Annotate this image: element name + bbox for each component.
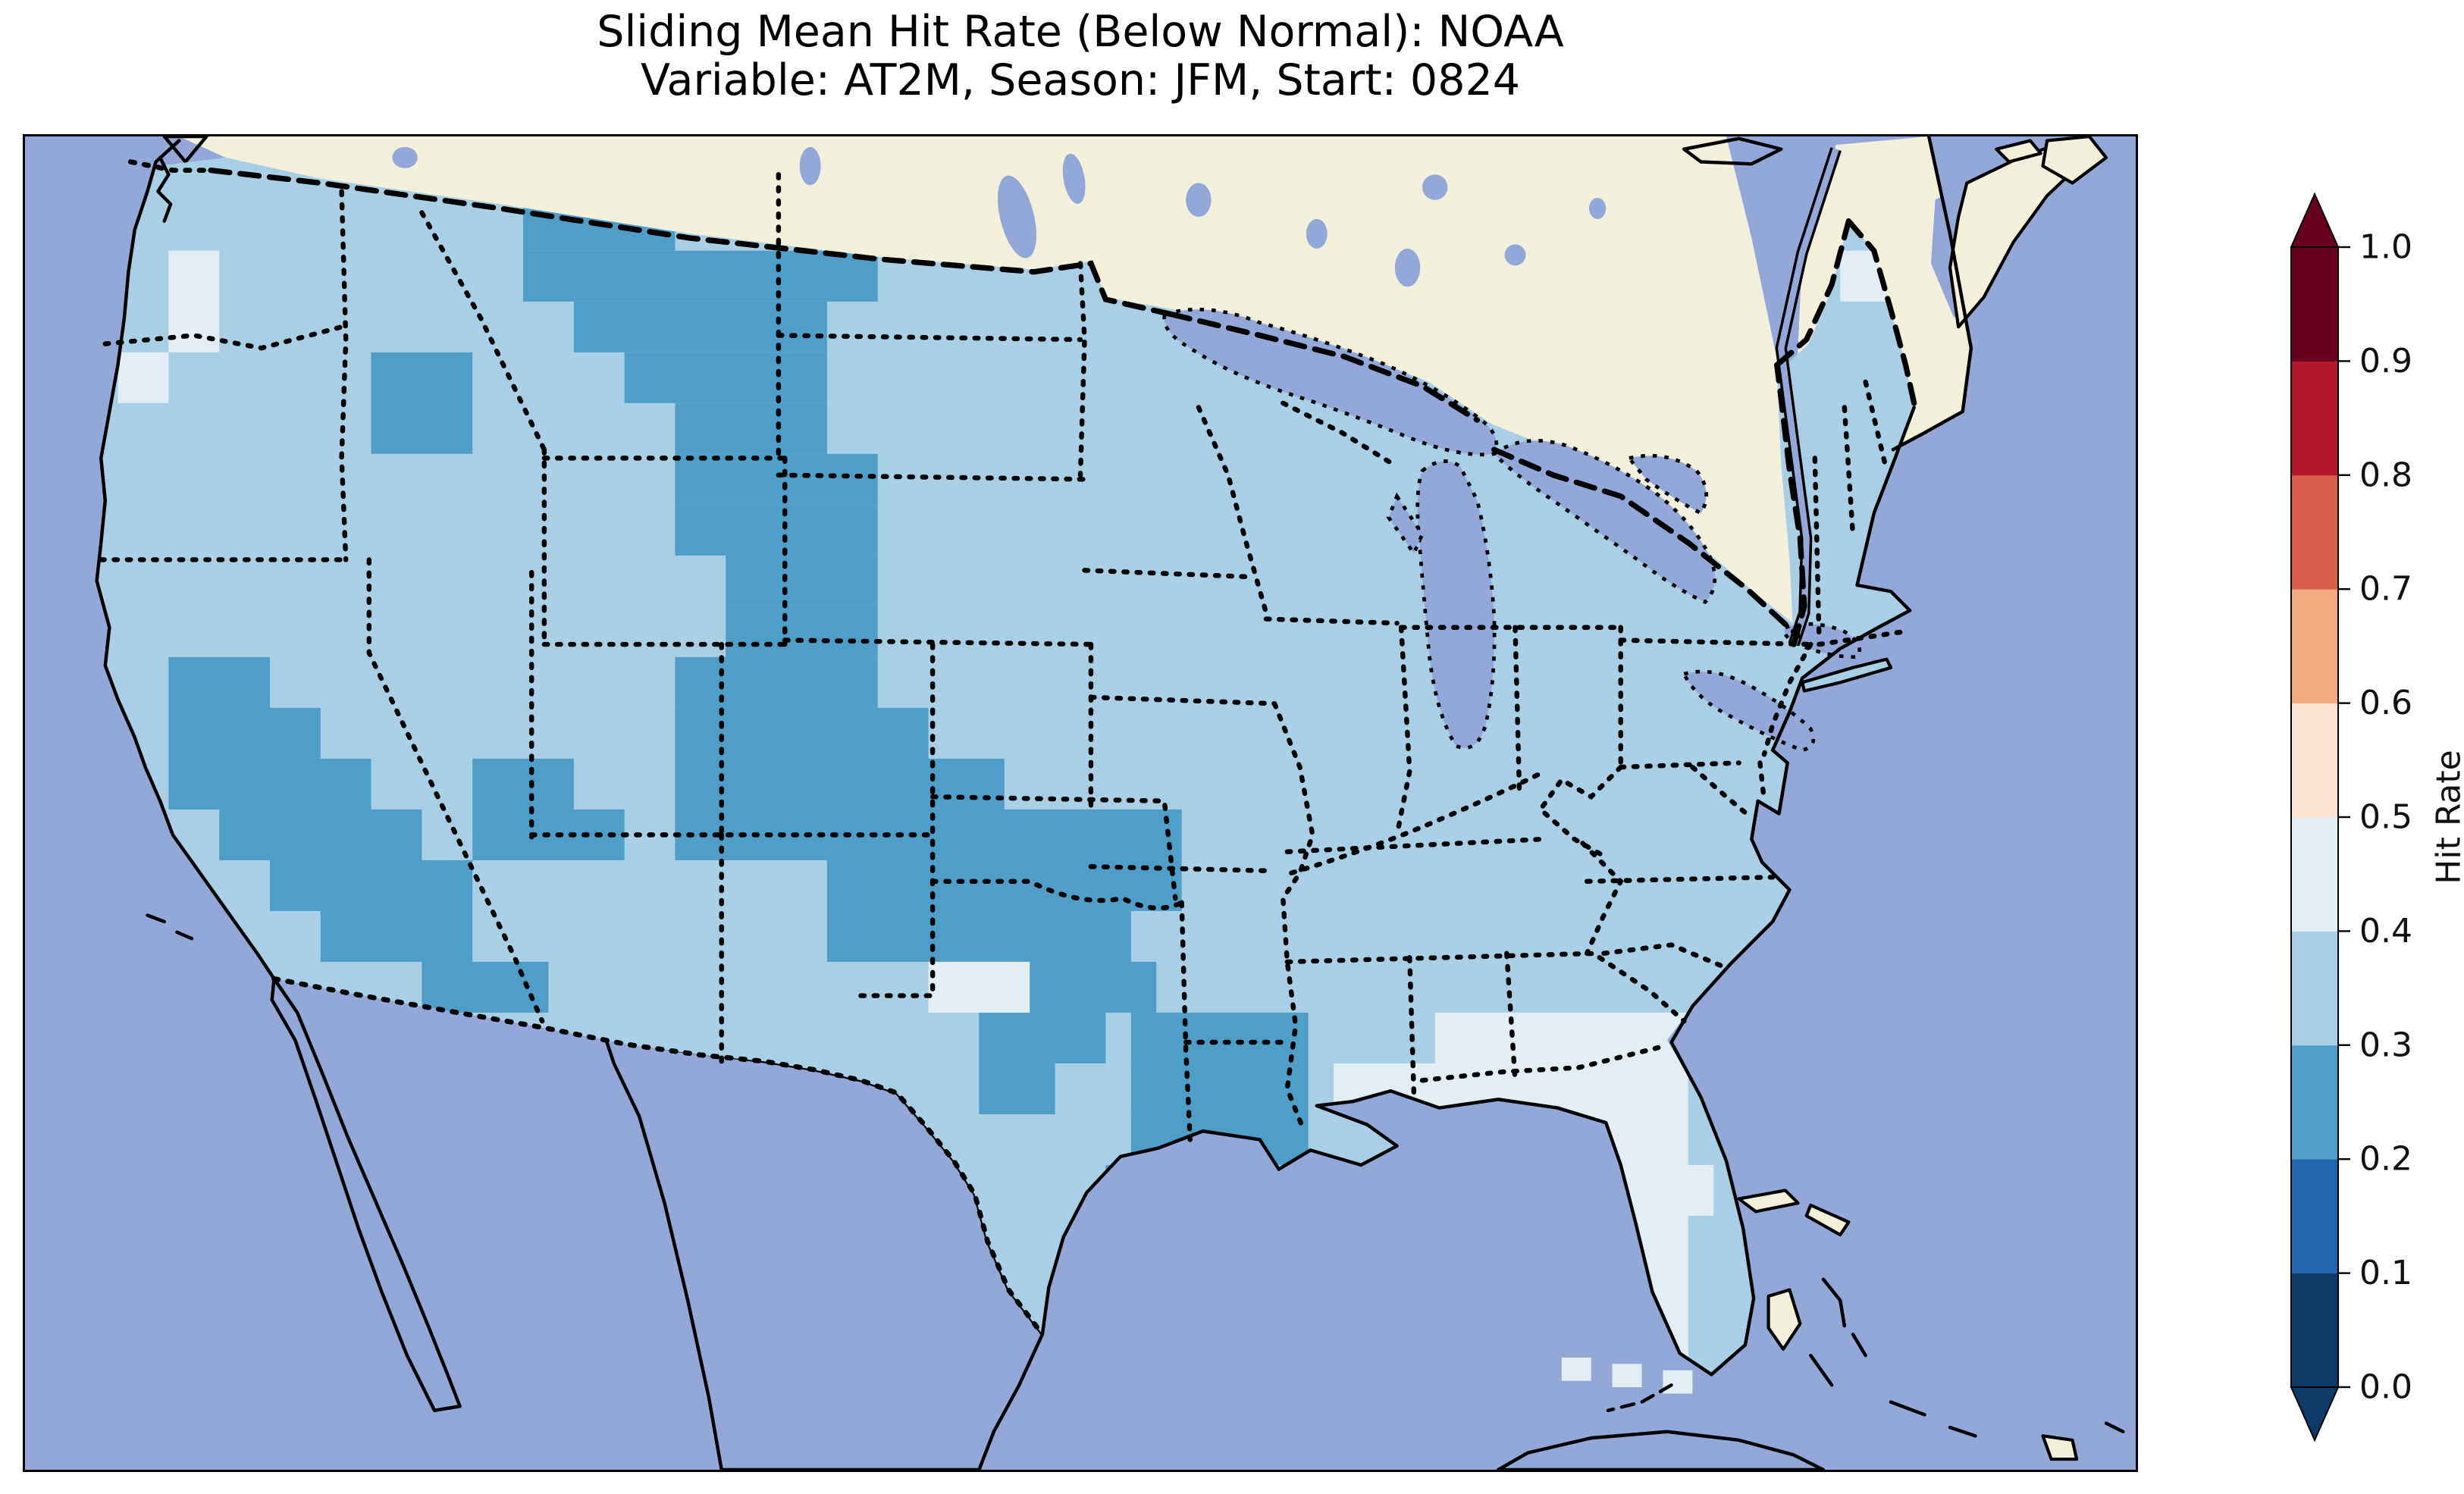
colorbar-tick-label: 0.6 xyxy=(2359,684,2412,722)
hit-rate-cell xyxy=(472,759,574,810)
colorbar-tick-label: 0.4 xyxy=(2359,912,2412,951)
hit-rate-cell xyxy=(726,556,877,606)
colorbar-segment xyxy=(2291,589,2338,703)
colorbar-axis-label: Hit Rate xyxy=(2430,750,2464,884)
colorbar-tick-label: 0.5 xyxy=(2359,798,2412,837)
colorbar-svg: 1.0 0.9 0.8 0.7 0.6 0.5 0.4 0.3 0.2 0.1 0.0 Hit Rat… xyxy=(2288,189,2464,1478)
colorbar-segment xyxy=(2291,1045,2338,1160)
hit-rate-cell xyxy=(1030,962,1156,1013)
colorbar-arrow-under xyxy=(2291,1387,2338,1440)
title-block: Sliding Mean Hit Rate (Below Normal): NO… xyxy=(23,8,2138,105)
hit-rate-cell xyxy=(675,403,826,454)
colorbar-segment xyxy=(2291,475,2338,590)
hit-rate-cell xyxy=(270,860,472,911)
colorbar-arrow-over xyxy=(2291,194,2338,247)
colorbar-segment xyxy=(2291,361,2338,475)
hit-rate-cell xyxy=(675,505,877,556)
colorbar-tick-label: 0.7 xyxy=(2359,570,2412,609)
hit-rate-cell xyxy=(1663,1370,1692,1394)
hit-rate-cell xyxy=(1131,1013,1309,1063)
map-axes xyxy=(23,134,2138,1472)
colorbar-tick-label: 0.3 xyxy=(2359,1026,2412,1064)
colorbar-tick-label: 0.1 xyxy=(2359,1254,2412,1292)
chart-title: Sliding Mean Hit Rate (Below Normal): NO… xyxy=(23,8,2138,56)
hit-rate-cell xyxy=(168,759,371,810)
colorbar-segment xyxy=(2291,703,2338,818)
hit-rate-cell xyxy=(1613,1364,1642,1387)
colorbar-segment xyxy=(2291,817,2338,932)
hit-rate-cell xyxy=(675,657,877,708)
colorbar-tick-label: 0.8 xyxy=(2359,456,2412,494)
hit-rate-cell xyxy=(827,759,1005,810)
hit-rate-cell xyxy=(1435,1013,1688,1063)
chart-subtitle: Variable: AT2M, Season: JFM, Start: 0824 xyxy=(23,56,2138,105)
hit-rate-cell xyxy=(1562,1358,1591,1381)
colorbar-segment xyxy=(2291,931,2338,1045)
map-svg xyxy=(25,136,2136,1470)
colorbar-tick-label: 1.0 xyxy=(2359,228,2412,267)
figure: Sliding Mean Hit Rate (Below Normal): NO… xyxy=(0,0,2464,1494)
hit-rate-cell xyxy=(574,302,827,352)
hit-rate-cell xyxy=(827,911,1131,962)
hit-rate-cell xyxy=(168,657,270,708)
hit-rate-cell xyxy=(979,1063,1055,1114)
hit-rate-cell xyxy=(726,606,877,657)
hit-rate-cell xyxy=(1131,1063,1309,1114)
hit-rate-cell xyxy=(929,962,1030,1013)
hit-rate-cell xyxy=(422,962,548,1013)
hit-rate-cell xyxy=(827,810,1182,860)
hit-rate-cell xyxy=(321,911,472,962)
hit-rate-cell xyxy=(625,352,827,403)
hit-rate-cell xyxy=(675,708,928,759)
colorbar: 1.0 0.9 0.8 0.7 0.6 0.5 0.4 0.3 0.2 0.1 0.0 Hit Rat… xyxy=(2288,189,2464,1478)
colorbar-tick-label: 0.2 xyxy=(2359,1140,2412,1179)
hit-rate-cell xyxy=(168,708,320,759)
colorbar-segment xyxy=(2291,1273,2338,1388)
hit-rate-cell xyxy=(523,251,878,302)
colorbar-tick-label: 0.9 xyxy=(2359,342,2412,381)
hit-rate-cell xyxy=(219,810,422,860)
hit-rate-cell xyxy=(979,1013,1105,1063)
colorbar-segment xyxy=(2291,1159,2338,1273)
colorbar-segment xyxy=(2291,247,2338,362)
colorbar-tick-label: 0.0 xyxy=(2359,1368,2412,1407)
hit-rate-cell xyxy=(371,352,473,454)
hit-rate-cell xyxy=(118,352,168,403)
hit-rate-cell xyxy=(675,454,877,505)
